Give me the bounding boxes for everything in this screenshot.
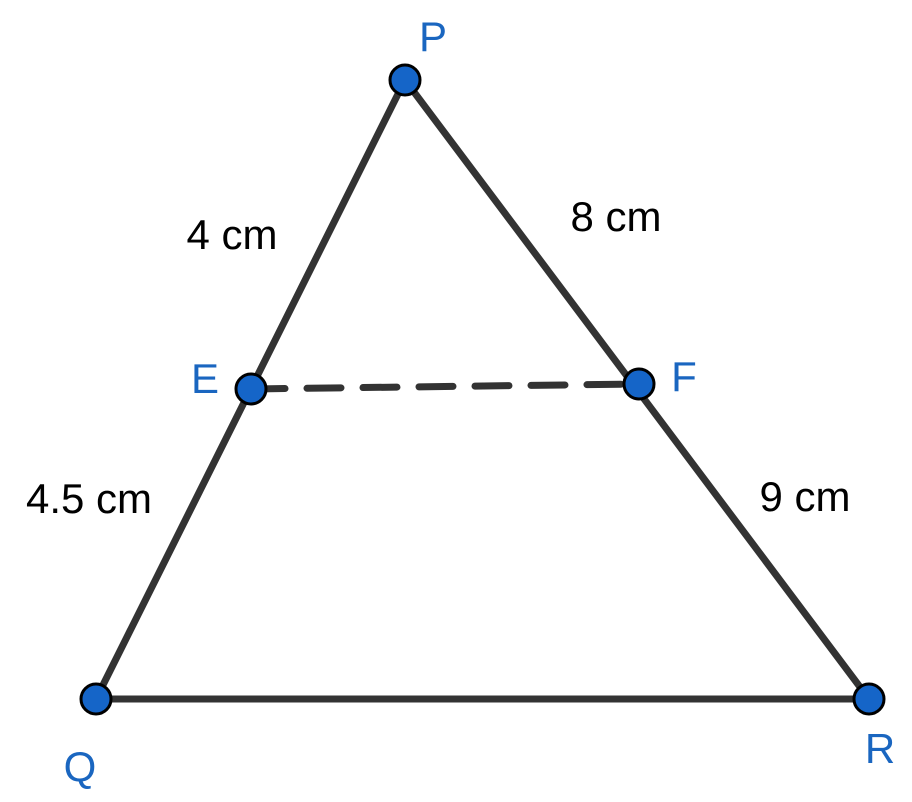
length-label: 4.5 cm	[26, 475, 152, 522]
vertex-label: F	[671, 353, 697, 400]
vertex-label: E	[191, 355, 219, 402]
point-r	[852, 682, 886, 716]
vertex-label: P	[419, 13, 447, 60]
point-q	[79, 682, 113, 716]
vertex-label: Q	[64, 743, 97, 790]
segment-ef	[247, 380, 643, 393]
length-label: 8 cm	[570, 193, 661, 240]
point-e	[234, 372, 268, 406]
point-p	[388, 63, 422, 97]
length-label: 4 cm	[186, 211, 277, 258]
point-f	[622, 367, 656, 401]
length-label: 9 cm	[759, 473, 850, 520]
vertex-label: R	[865, 725, 895, 772]
